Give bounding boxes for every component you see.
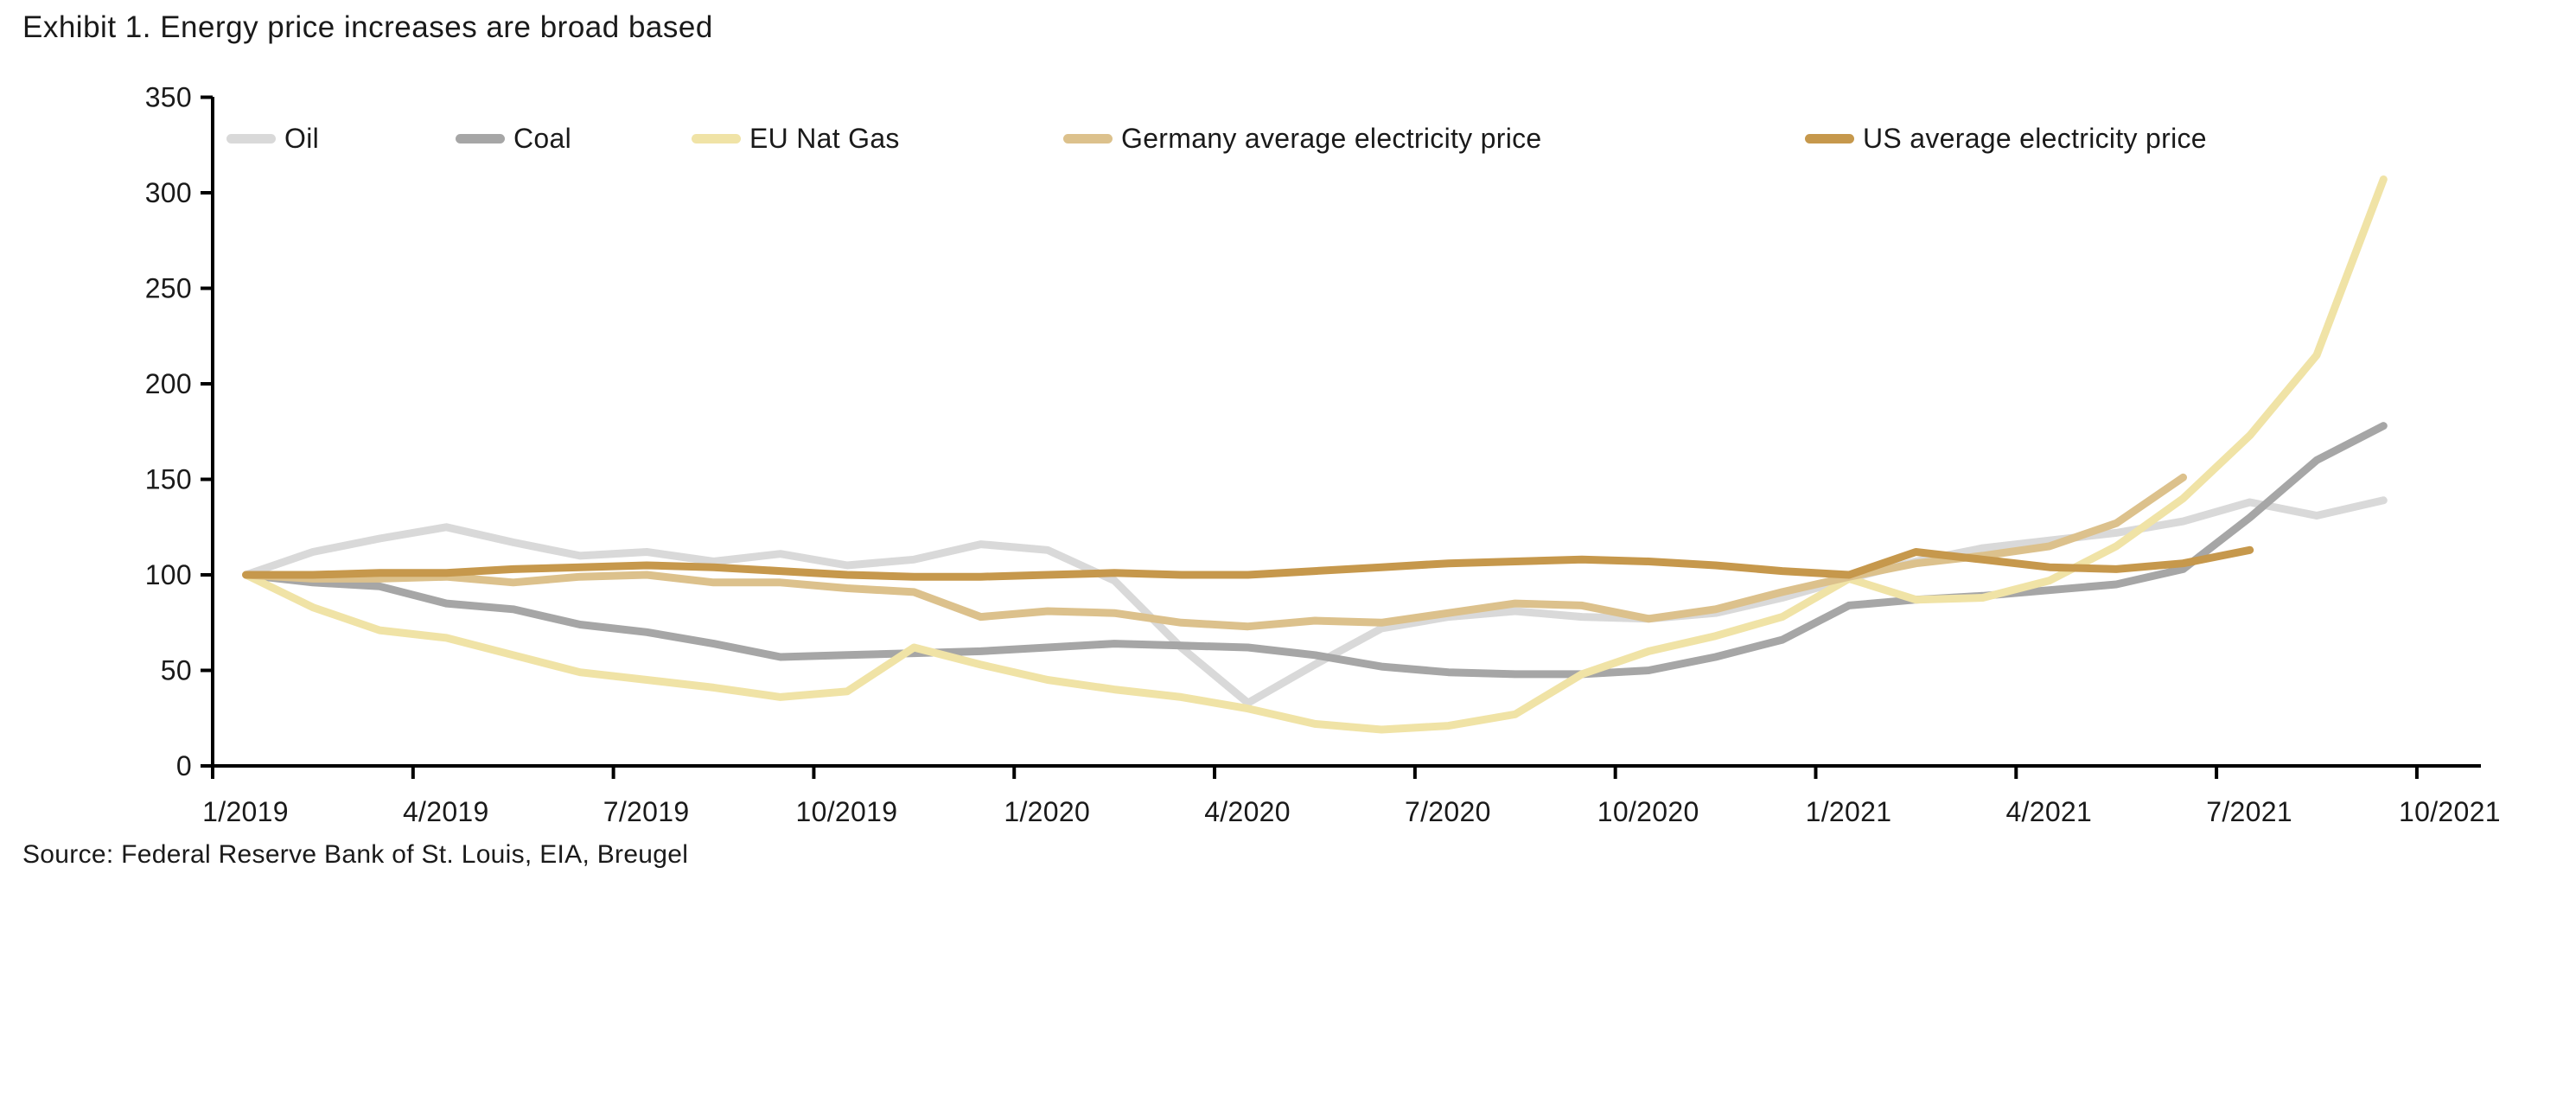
x-tick-label: 10/2020: [1597, 796, 1699, 827]
legend-swatch: [1063, 133, 1113, 143]
series-lines: [242, 175, 2388, 734]
y-tick-label: 200: [145, 368, 192, 399]
y-axis-labels: 0 50 100 150 200 250 300 350: [145, 82, 192, 782]
x-tick-label: 1/2021: [1806, 796, 1892, 827]
series-line-oil: [242, 496, 2388, 707]
legend-item-us-average-electricity-price: US average electricity price: [1805, 119, 2207, 157]
legend-label: Germany average electricity price: [1121, 122, 1542, 154]
series-line-coal: [242, 422, 2388, 679]
legend-label: US average electricity price: [1863, 122, 2207, 154]
legend-item-eu-nat-gas: EU Nat Gas: [692, 119, 900, 157]
x-tick-label: 7/2020: [1405, 796, 1491, 827]
legend-swatch: [456, 133, 505, 143]
legend-swatch: [226, 133, 276, 143]
y-tick-label: 300: [145, 177, 192, 208]
source-note: Source: Federal Reserve Bank of St. Loui…: [22, 840, 689, 869]
x-tick-label: 1/2019: [202, 796, 289, 827]
y-tick-label: 150: [145, 464, 192, 495]
x-tick-label: 7/2021: [2206, 796, 2292, 827]
y-axis-ticks: [201, 95, 213, 768]
x-tick-label: 1/2020: [1004, 796, 1090, 827]
series-line-eu-nat-gas: [242, 175, 2388, 734]
y-tick-label: 100: [145, 559, 192, 590]
series-line-us-average-electricity-price: [242, 545, 2254, 581]
x-tick-label: 10/2019: [796, 796, 898, 827]
x-tick-label: 7/2019: [603, 796, 690, 827]
legend-swatch: [1805, 133, 1854, 143]
x-tick-label: 10/2021: [2399, 796, 2501, 827]
x-tick-label: 4/2021: [2005, 796, 2092, 827]
legend-item-coal: Coal: [456, 119, 571, 157]
chart-title: Exhibit 1. Energy price increases are br…: [22, 10, 713, 44]
x-axis-ticks: [211, 766, 2419, 779]
legend-swatch: [692, 133, 741, 143]
y-tick-label: 250: [145, 273, 192, 304]
y-tick-label: 0: [176, 750, 192, 781]
legend-label: Coal: [513, 122, 572, 154]
x-axis-labels: 1/2019 4/2019 7/2019 10/2019 1/2020 4/2020 7/2…: [202, 796, 2501, 827]
y-tick-label: 350: [145, 82, 192, 113]
x-tick-label: 4/2019: [403, 796, 489, 827]
legend-item-oil: Oil: [226, 119, 319, 157]
x-tick-label: 4/2020: [1204, 796, 1291, 827]
legend-label: EU Nat Gas: [749, 122, 900, 154]
y-tick-label: 50: [161, 655, 192, 686]
legend-item-germany-average-electricity-price: Germany average electricity price: [1063, 119, 1542, 157]
legend: Oil Coal EU Nat Gas Germany average electri…: [0, 119, 2576, 157]
legend-label: Oil: [284, 122, 320, 154]
